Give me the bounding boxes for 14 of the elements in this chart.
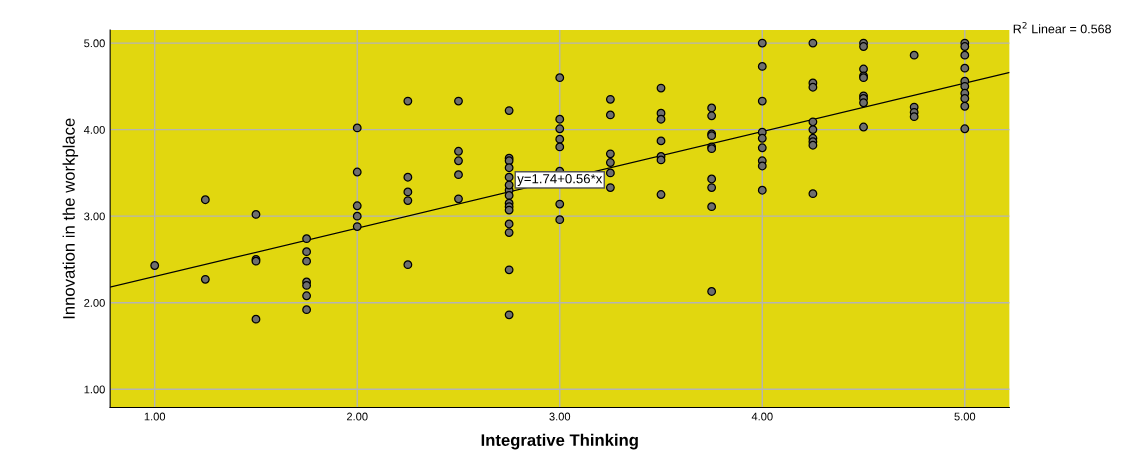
x-tick-label: 3.00 [549, 412, 571, 421]
y-tick-label: 4.00 [83, 125, 105, 134]
x-axis-title: Integrative Thinking [481, 433, 638, 450]
x-tick-label: 1.00 [144, 412, 166, 421]
y-tick-label: 2.00 [84, 298, 105, 307]
y-axis-title: Innovation in the workplace [62, 118, 79, 319]
x-tick-label: 5.00 [954, 412, 976, 421]
x-tick-label: 4.00 [751, 412, 773, 421]
y-tick-label: 3.00 [84, 212, 105, 221]
text: R$^{2}$ Linear = 0.568 [1013, 21, 1111, 34]
y-tick-label: 5.00 [84, 39, 105, 48]
x-tick-label: 2.00 [346, 412, 368, 421]
y-tick-label: 1.00 [84, 385, 105, 394]
annotation: y=1.74+0.56*x [517, 174, 603, 186]
